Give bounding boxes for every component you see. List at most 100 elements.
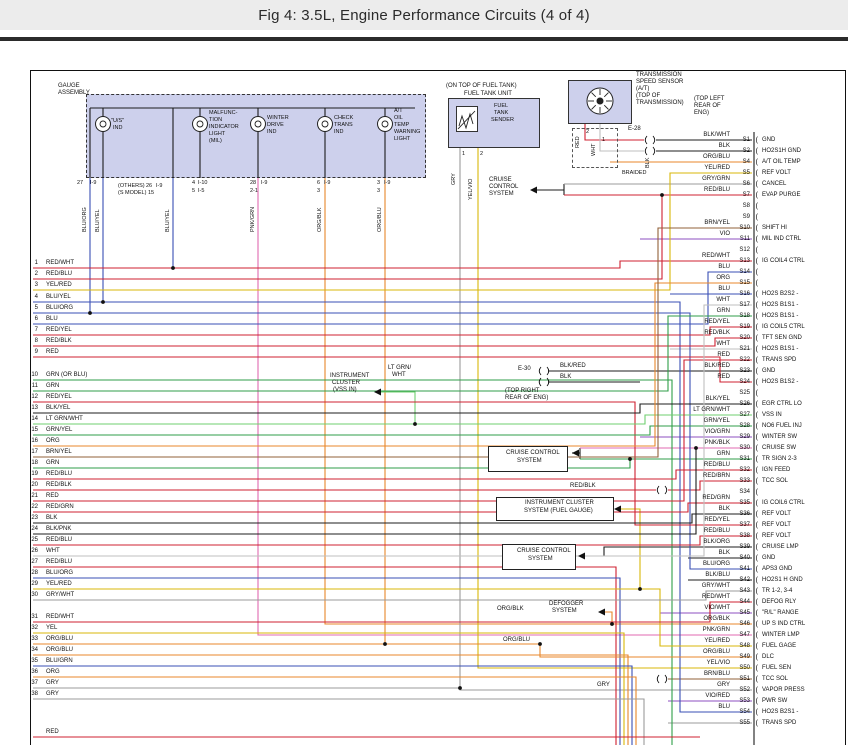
connector-wire-color: BRN/BLU	[703, 671, 730, 677]
left-wire-number: 6	[34, 316, 38, 322]
diagram-label: 3	[377, 188, 381, 194]
connector-wire-color: BLU	[718, 704, 730, 710]
connector-bracket: (	[755, 387, 759, 397]
connector-pin: S40	[739, 554, 750, 561]
diagram-label: 15	[148, 190, 155, 196]
connector-pin: S17	[739, 301, 750, 308]
connector-pin: S54	[739, 708, 750, 715]
connector-glyph	[664, 485, 668, 495]
diagram-label: 1	[602, 137, 606, 143]
diagram-label: CLUSTER	[332, 380, 361, 386]
diagram-label: BLU/YEL	[95, 209, 101, 232]
diagram-label: IND	[267, 129, 277, 135]
left-wire-color-label: ORG	[46, 669, 60, 675]
fuel-tank-unit-box	[448, 98, 540, 148]
connector-pin: S51	[739, 675, 750, 682]
connector-bracket: (	[755, 574, 759, 584]
connector-bracket: (	[755, 288, 759, 298]
wire	[33, 676, 637, 745]
connector-wire-color: RED/BLU	[703, 187, 730, 193]
left-wire-number: 26	[31, 548, 38, 554]
wire	[33, 502, 752, 513]
connector-bracket: (	[755, 178, 759, 188]
diagram-label: LT GRN/	[388, 365, 412, 371]
connector-terminal-label: EGR CTRL LO	[762, 400, 802, 407]
left-wire-number: 3	[34, 282, 38, 288]
indicator-lamp-icon	[377, 116, 393, 132]
connector-wire-color: VIO	[719, 231, 730, 237]
diagram-label: 28	[250, 180, 257, 186]
diagram-label: BLK	[645, 157, 651, 168]
wire	[459, 148, 752, 691]
diagram-label: E-28	[628, 126, 641, 132]
left-wire-number: 25	[31, 537, 38, 543]
left-wire-color-label: YEL	[46, 625, 58, 631]
connector-wire-color: RED/WHT	[702, 253, 730, 259]
diagram-label: RED	[575, 136, 581, 148]
wire	[33, 459, 631, 469]
left-wire-color-label: BLK/YEL	[46, 405, 71, 411]
connector-pin: S8	[742, 202, 750, 209]
connector-pin: S48	[739, 642, 750, 649]
connector-pin: S6	[742, 180, 750, 187]
wire	[599, 124, 644, 152]
junction-dot	[171, 266, 175, 270]
figure-title: Fig 4: 3.5L, Engine Performance Circuits…	[258, 6, 590, 24]
diagram-label: I-9	[384, 180, 391, 186]
wire	[33, 227, 752, 458]
connector-bracket: (	[755, 321, 759, 331]
connector-terminal-label: "R/L" RANGE	[762, 609, 799, 616]
connector-terminal-label: A/T OIL TEMP	[762, 158, 801, 165]
diagram-label: CONTROL	[489, 184, 519, 190]
left-wire-color-label: YEL/RED	[46, 581, 72, 587]
junction-dot	[413, 422, 417, 426]
diagram-label: RED/BLK	[570, 483, 596, 489]
wire	[33, 401, 752, 526]
connector-wire-color: PNK/GRN	[702, 627, 730, 633]
connector-terminal-label: WINTER LMP	[762, 631, 800, 638]
connector-bracket: (	[755, 343, 759, 353]
connector-bracket: (	[755, 244, 759, 254]
diagram-label: ORG/BLU	[503, 637, 531, 643]
connector-terminal-label: TRANS SPD	[762, 356, 797, 363]
left-wire-color-label: GRN	[46, 460, 60, 466]
speed-sensor-icon	[591, 92, 597, 98]
wire	[33, 337, 752, 347]
wire	[33, 282, 752, 447]
connector-pin: S2	[742, 147, 750, 154]
connector-wire-color: GRN	[716, 451, 730, 457]
diagram-label: (MIL)	[209, 138, 222, 144]
connector-terminal-label: EVAP PURGE	[762, 191, 801, 198]
left-wire-color-label: GRY	[46, 691, 59, 697]
cruise-control-system-box	[488, 446, 568, 472]
connector-bracket: (	[755, 233, 759, 243]
connector-wire-color: GRY	[717, 682, 730, 688]
diagram-label: SPEED SENSOR	[636, 79, 684, 85]
left-wire-color-label: BRN/YEL	[46, 449, 72, 455]
indicator-lamp-icon	[381, 120, 389, 128]
connector-wire-color: WHT	[716, 341, 730, 347]
connector-pin: S20	[739, 334, 750, 341]
connector-bracket: (	[755, 145, 759, 155]
braided-shield-box	[572, 128, 618, 168]
connector-wire-color: GRY/GRN	[702, 176, 730, 182]
connector-terminal-label: IG COIL5 CTRL	[762, 323, 805, 330]
connector-bracket: (	[755, 508, 759, 518]
connector-terminal-label: GND	[762, 367, 776, 374]
diagram-label: (TOP RIGHT	[505, 388, 540, 394]
connector-pin: S31	[739, 455, 750, 462]
connector-pin: S27	[739, 411, 750, 418]
connector-wire-color: LT GRN/WHT	[693, 407, 730, 413]
left-wire-color-label: WHT	[46, 548, 60, 554]
connector-bracket: (	[755, 585, 759, 595]
diagram-label: 2	[480, 151, 484, 157]
connector-wire-color: ORG/BLK	[703, 616, 730, 622]
left-wire-number: 33	[31, 636, 38, 642]
connector-pin: S15	[739, 279, 750, 286]
connector-pin: S37	[739, 521, 750, 528]
connector-bracket: (	[755, 442, 759, 452]
wire	[33, 304, 752, 557]
connector-bracket: (	[755, 684, 759, 694]
connector-wire-color: PNK/BLK	[704, 440, 730, 446]
diagram-label: E-30	[518, 366, 531, 372]
